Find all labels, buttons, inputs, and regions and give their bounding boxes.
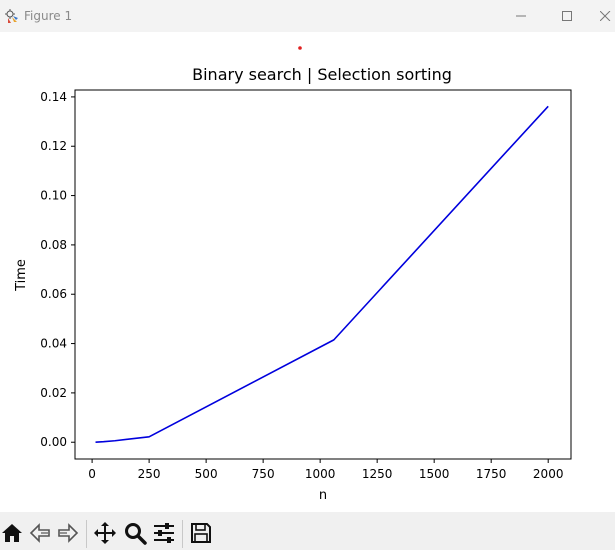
x-tick-label: 2000 bbox=[533, 467, 564, 481]
axes-frame bbox=[74, 89, 572, 460]
zoom-magnifier-icon[interactable] bbox=[123, 521, 147, 545]
y-tick-label: 0.04 bbox=[40, 337, 67, 351]
red-dot-marker bbox=[298, 46, 302, 50]
back-arrow-icon[interactable] bbox=[28, 521, 52, 545]
x-tick-label: 0 bbox=[88, 467, 96, 481]
home-icon[interactable] bbox=[0, 521, 24, 545]
maximize-icon bbox=[562, 11, 572, 21]
toolbar-separator bbox=[182, 520, 183, 548]
maximize-button[interactable] bbox=[544, 0, 590, 32]
x-tick-label: 1500 bbox=[419, 467, 450, 481]
figure-canvas[interactable]: Binary search | Selection sorting 0 250 50… bbox=[0, 32, 615, 512]
y-tick-label: 0.06 bbox=[40, 287, 67, 301]
x-tick-label: 1000 bbox=[305, 467, 336, 481]
y-axis-label: Time bbox=[14, 259, 29, 292]
y-tick-label: 0.12 bbox=[40, 139, 67, 153]
series-layer bbox=[95, 105, 549, 444]
x-tick-label: 1250 bbox=[362, 467, 393, 481]
x-tick-label: 750 bbox=[252, 467, 275, 481]
close-button[interactable] bbox=[590, 0, 615, 32]
y-tick-label: 0.14 bbox=[40, 90, 67, 104]
y-tick-label: 0.10 bbox=[40, 189, 67, 203]
x-tick-label: 500 bbox=[195, 467, 218, 481]
x-axis: 0 250 500 750 1000 1250 1500 1750 2000 bbox=[88, 459, 563, 481]
toolbar-separator bbox=[86, 520, 87, 548]
pan-move-icon[interactable] bbox=[93, 521, 117, 545]
x-tick-label: 250 bbox=[138, 467, 161, 481]
navigation-toolbar bbox=[0, 512, 615, 550]
forward-arrow-icon[interactable] bbox=[56, 521, 80, 545]
close-icon bbox=[600, 11, 611, 21]
window-title: Figure 1 bbox=[24, 9, 73, 23]
save-floppy-icon[interactable] bbox=[189, 521, 213, 545]
y-tick-label: 0.02 bbox=[40, 386, 67, 400]
line-chart: Binary search | Selection sorting 0 250 50… bbox=[14, 46, 572, 503]
minimize-icon bbox=[516, 15, 526, 17]
minimize-button[interactable] bbox=[498, 0, 544, 32]
y-axis: 0.00 0.02 0.04 0.06 0.08 0.10 0.12 0.14 bbox=[40, 90, 75, 449]
chart-title: Binary search | Selection sorting bbox=[192, 65, 452, 84]
y-tick-label: 0.08 bbox=[40, 238, 67, 252]
x-axis-label: n bbox=[319, 488, 327, 503]
title-bar: Figure 1 bbox=[0, 0, 615, 32]
x-tick-label: 1750 bbox=[476, 467, 507, 481]
series-line bbox=[95, 105, 549, 444]
y-tick-label: 0.00 bbox=[40, 435, 67, 449]
configure-subplots-icon[interactable] bbox=[152, 521, 176, 545]
matplotlib-app-icon bbox=[5, 9, 18, 23]
